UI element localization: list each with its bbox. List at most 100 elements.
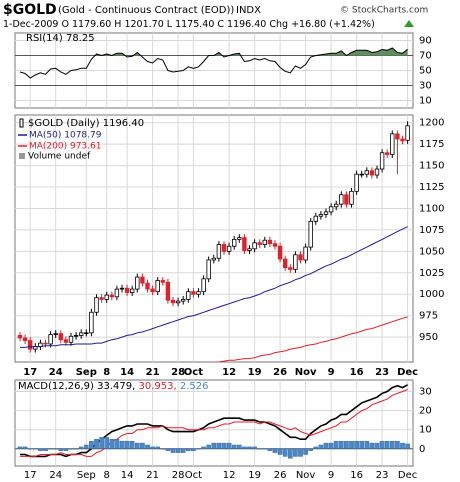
candle-body bbox=[303, 246, 308, 261]
candle-body bbox=[89, 311, 94, 334]
candle-body bbox=[22, 337, 28, 341]
candle-body bbox=[344, 194, 349, 205]
y-tick-label: 10 bbox=[419, 96, 432, 107]
candle-body bbox=[288, 267, 293, 270]
histogram-bar bbox=[298, 448, 303, 457]
x-tick-label: 23 bbox=[375, 367, 389, 378]
candle-body bbox=[135, 276, 140, 290]
candle-body bbox=[308, 220, 313, 248]
histogram-bar bbox=[83, 444, 89, 450]
candle-body bbox=[180, 298, 186, 302]
histogram-bar bbox=[43, 448, 48, 451]
y-tick-label: 1000 bbox=[419, 289, 444, 300]
x-tick-label: 17 bbox=[24, 470, 37, 481]
x-tick-label: 14 bbox=[120, 367, 134, 378]
x-tick-label: 24 bbox=[49, 367, 63, 378]
candle-body bbox=[354, 173, 359, 192]
legend-label: $GOLD (Daily) 1196.40 bbox=[28, 118, 144, 129]
histogram-bar bbox=[22, 446, 28, 449]
series-line bbox=[20, 384, 408, 458]
candle-body bbox=[94, 297, 99, 313]
candle-body bbox=[201, 278, 206, 293]
x-tick-label: 14 bbox=[121, 470, 134, 481]
y-tick-label: 1200 bbox=[419, 118, 444, 129]
up-arrow bbox=[404, 20, 414, 27]
histogram-bar bbox=[221, 442, 227, 450]
histogram-bar bbox=[257, 448, 263, 450]
candle-body bbox=[79, 332, 84, 336]
x-tick-label: 19 bbox=[248, 470, 261, 481]
candle-body bbox=[318, 214, 324, 217]
histogram-bar bbox=[313, 446, 319, 449]
x-tick-label: 9 bbox=[328, 470, 334, 481]
candle-body bbox=[359, 173, 364, 176]
x-tick-label: 9 bbox=[328, 367, 335, 378]
histogram-bar bbox=[379, 440, 385, 449]
x-tick-label: Sep bbox=[76, 367, 97, 378]
histogram-bar bbox=[390, 440, 395, 449]
y-tick-label: 1050 bbox=[419, 246, 444, 257]
histogram-bar bbox=[201, 446, 206, 449]
series-line bbox=[19, 47, 408, 79]
candle-body bbox=[196, 291, 201, 295]
histogram-bar bbox=[78, 446, 84, 449]
candle-body bbox=[27, 340, 33, 350]
candle-body bbox=[140, 276, 145, 284]
histogram-bar bbox=[155, 446, 161, 449]
y-tick-label: 30 bbox=[419, 81, 432, 92]
y-tick-label: 20 bbox=[419, 406, 432, 417]
histogram-bar bbox=[293, 448, 298, 457]
histogram-bar bbox=[400, 442, 405, 450]
legend-label: MA(50) 1078.79 bbox=[29, 131, 102, 141]
candle-body bbox=[186, 291, 191, 300]
candle-body bbox=[119, 287, 125, 290]
candle-body bbox=[104, 294, 109, 300]
y-tick-label: 10 bbox=[419, 425, 432, 436]
x-tick-label: 23 bbox=[376, 470, 389, 481]
legend-candle bbox=[19, 118, 24, 128]
legend-swatch bbox=[19, 153, 25, 159]
histogram-bar bbox=[242, 446, 247, 449]
candle-body bbox=[293, 254, 298, 270]
x-tick-label: 24 bbox=[49, 470, 62, 481]
histogram-bar bbox=[109, 439, 115, 450]
histogram-bar bbox=[94, 439, 99, 450]
histogram-bar bbox=[354, 440, 359, 449]
legend-label: Volume undef bbox=[28, 152, 91, 162]
candle-body bbox=[109, 294, 114, 298]
candle-body bbox=[323, 211, 329, 215]
macd-panel bbox=[14, 379, 414, 467]
panel-layer bbox=[15, 115, 413, 362]
candle-body bbox=[247, 248, 252, 251]
histogram-bar bbox=[328, 442, 334, 450]
candle-body bbox=[73, 335, 79, 337]
candle-body bbox=[405, 125, 410, 141]
legend-entry: 2.526 bbox=[180, 381, 209, 392]
legend-entry: 30.953, bbox=[138, 381, 176, 392]
histogram-bar bbox=[63, 448, 69, 451]
histogram-bar bbox=[53, 448, 58, 450]
histogram-bar bbox=[369, 442, 375, 450]
histogram-bar bbox=[170, 448, 176, 453]
histogram-bar bbox=[165, 448, 171, 451]
candle-body bbox=[63, 339, 69, 343]
y-tick-label: 30 bbox=[419, 386, 432, 397]
y-tick-label: 975 bbox=[419, 311, 438, 322]
y-tick-label: 50 bbox=[419, 66, 432, 77]
candle-body bbox=[43, 342, 48, 345]
candle-body bbox=[395, 133, 400, 140]
legend-label: MACD(12,26,9) 33.479, 30.953, 2.526 bbox=[18, 381, 208, 392]
histogram-bar bbox=[119, 440, 125, 449]
change: Chg +16.80 (+1.42%) bbox=[269, 19, 374, 30]
histogram-bar bbox=[318, 444, 324, 450]
candle-body bbox=[165, 281, 171, 301]
series-line bbox=[20, 389, 408, 457]
candle-body bbox=[145, 282, 150, 290]
candle-body bbox=[211, 257, 216, 261]
histogram-bar bbox=[206, 444, 212, 450]
x-tick-label: 28 bbox=[172, 470, 185, 481]
y-tick-label: 1150 bbox=[419, 161, 444, 172]
x-tick-label: 17 bbox=[23, 367, 37, 378]
candle-body bbox=[48, 334, 53, 345]
